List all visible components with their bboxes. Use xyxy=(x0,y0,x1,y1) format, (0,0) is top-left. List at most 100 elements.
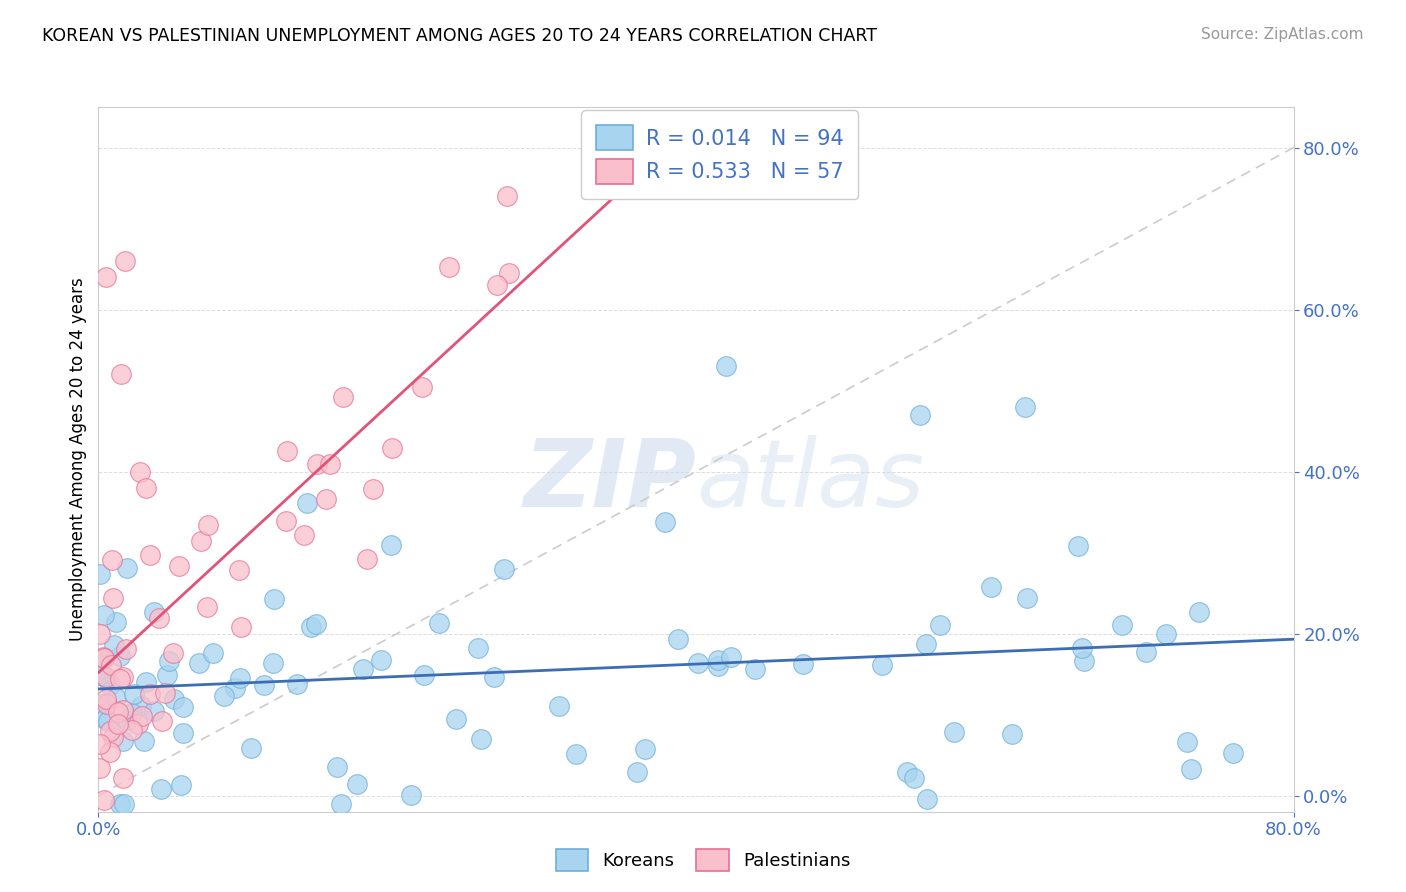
Point xyxy=(634,742,657,756)
Point xyxy=(1111,617,1133,632)
Point xyxy=(121,706,143,720)
Point xyxy=(89,761,111,775)
Point xyxy=(356,551,378,566)
Point xyxy=(190,534,212,549)
Point xyxy=(114,254,136,268)
Point xyxy=(143,704,166,718)
Point xyxy=(380,538,402,552)
Point xyxy=(91,669,114,683)
Point xyxy=(352,662,374,676)
Point xyxy=(654,516,676,530)
Point xyxy=(172,700,194,714)
Point xyxy=(707,658,730,673)
Point xyxy=(1071,640,1094,655)
Point xyxy=(93,608,115,623)
Point xyxy=(163,692,186,706)
Point xyxy=(150,781,173,796)
Point xyxy=(93,651,115,665)
Point xyxy=(108,649,131,664)
Point xyxy=(292,528,315,542)
Point xyxy=(346,777,368,791)
Point xyxy=(135,674,157,689)
Point xyxy=(112,797,135,811)
Legend: R = 0.014   N = 94, R = 0.533   N = 57: R = 0.014 N = 94, R = 0.533 N = 57 xyxy=(582,111,858,199)
Point xyxy=(187,656,209,670)
Point xyxy=(150,714,173,729)
Point xyxy=(903,772,925,786)
Text: KOREAN VS PALESTINIAN UNEMPLOYMENT AMONG AGES 20 TO 24 YEARS CORRELATION CHART: KOREAN VS PALESTINIAN UNEMPLOYMENT AMONG… xyxy=(42,27,877,45)
Point xyxy=(100,658,122,673)
Point xyxy=(135,481,157,495)
Point xyxy=(381,442,404,456)
Point xyxy=(626,764,648,779)
Point xyxy=(101,591,124,606)
Point xyxy=(231,619,253,633)
Point xyxy=(444,712,467,726)
Point xyxy=(915,792,938,806)
Point xyxy=(96,697,118,711)
Point xyxy=(89,668,111,682)
Point xyxy=(240,741,263,756)
Point xyxy=(307,458,329,472)
Point xyxy=(157,654,180,668)
Point xyxy=(285,677,308,691)
Point xyxy=(167,559,190,574)
Point xyxy=(319,457,342,471)
Point xyxy=(212,689,235,703)
Point xyxy=(1014,400,1036,414)
Point xyxy=(1154,627,1177,641)
Point xyxy=(91,697,114,711)
Point xyxy=(115,641,138,656)
Point xyxy=(115,561,138,575)
Point xyxy=(370,653,392,667)
Point xyxy=(91,650,114,665)
Point xyxy=(107,705,129,719)
Point xyxy=(139,687,162,701)
Point xyxy=(329,797,352,811)
Point xyxy=(224,681,246,695)
Point xyxy=(1175,735,1198,749)
Legend: Koreans, Palestinians: Koreans, Palestinians xyxy=(548,842,858,879)
Point xyxy=(122,687,145,701)
Point xyxy=(427,615,450,630)
Point xyxy=(299,620,322,634)
Point xyxy=(411,380,433,394)
Point xyxy=(195,600,218,615)
Point xyxy=(197,518,219,533)
Point xyxy=(470,732,492,747)
Point xyxy=(915,637,938,651)
Point xyxy=(129,698,152,713)
Point xyxy=(332,390,354,404)
Point xyxy=(93,651,115,665)
Point xyxy=(274,514,297,528)
Point xyxy=(1073,654,1095,668)
Point xyxy=(121,723,143,737)
Point xyxy=(666,632,689,647)
Point xyxy=(132,733,155,747)
Point xyxy=(96,692,118,706)
Point xyxy=(412,668,434,682)
Point xyxy=(870,658,893,673)
Point xyxy=(720,649,742,664)
Point xyxy=(98,745,121,759)
Point xyxy=(89,567,111,582)
Point xyxy=(495,189,517,203)
Point xyxy=(686,656,709,670)
Point xyxy=(170,778,193,792)
Point xyxy=(253,678,276,692)
Point xyxy=(295,495,318,509)
Point xyxy=(325,760,347,774)
Text: atlas: atlas xyxy=(696,435,924,526)
Point xyxy=(110,797,132,811)
Point xyxy=(96,714,118,728)
Point xyxy=(148,610,170,624)
Point xyxy=(908,408,931,422)
Point xyxy=(896,765,918,780)
Point xyxy=(262,657,284,671)
Point xyxy=(107,717,129,731)
Point xyxy=(228,563,250,577)
Point xyxy=(172,726,194,740)
Point xyxy=(1188,605,1211,619)
Point xyxy=(129,465,152,479)
Point xyxy=(110,368,132,382)
